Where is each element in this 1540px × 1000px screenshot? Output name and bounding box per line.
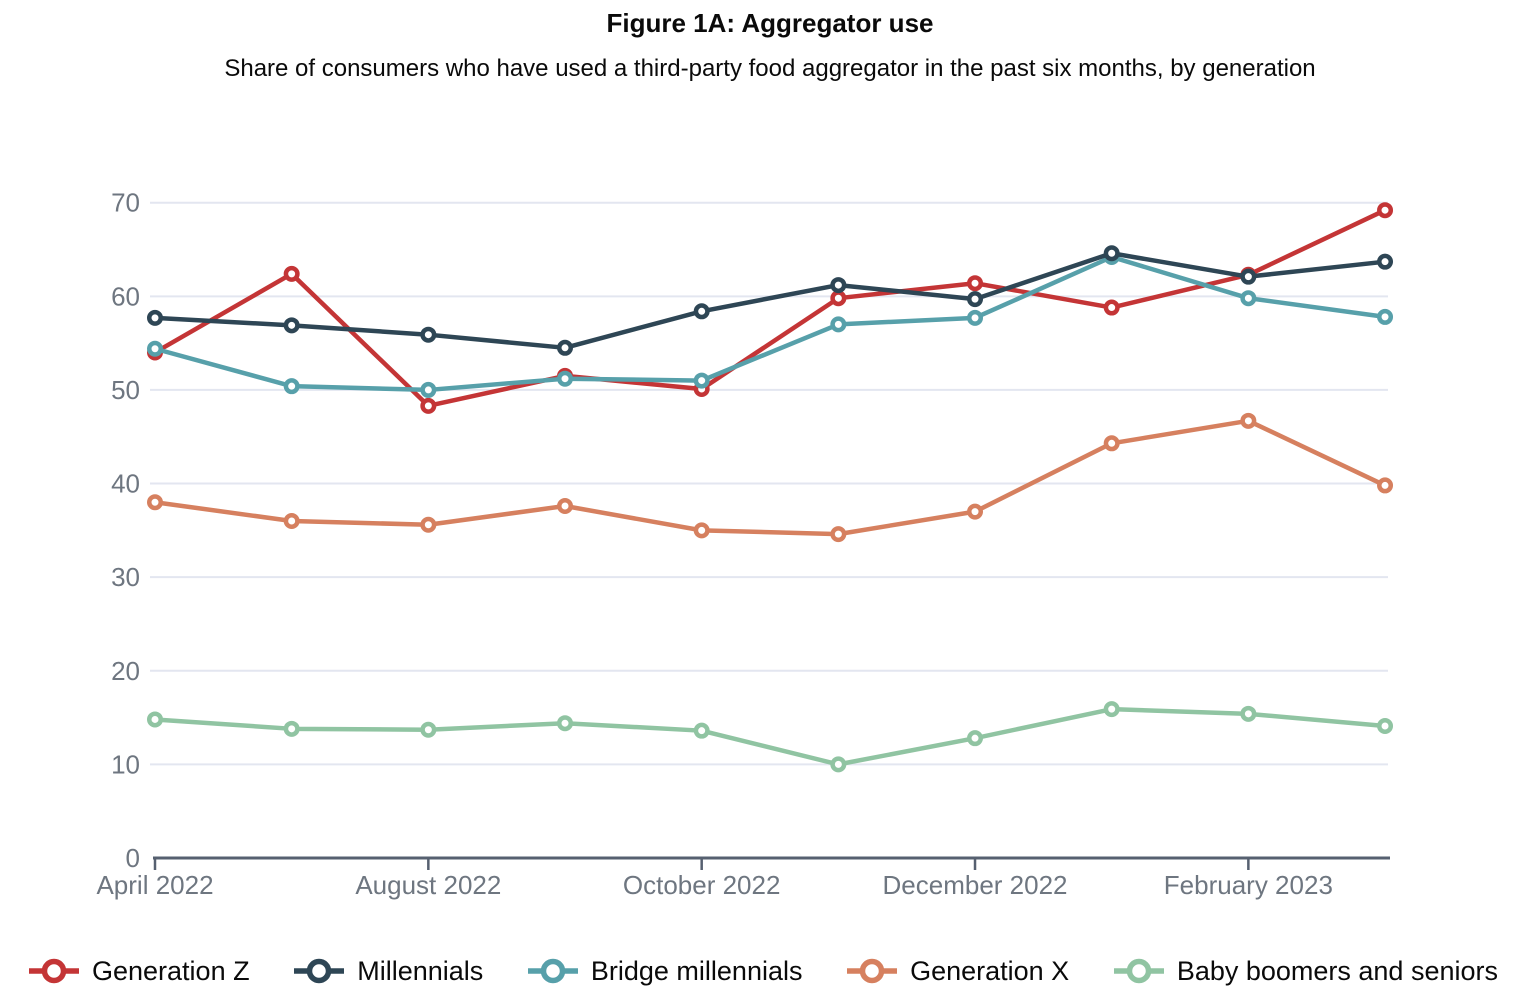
aggregator-line-chart: 0 10 20 30 40 50 60 70 April 2022 August 2022 Octo… [96,188,1394,900]
series-line-millennials [152,251,1388,351]
point-generation-z-7 [1103,299,1120,316]
point-generation-x-6 [967,503,984,520]
y-tick-label-30: 30 [111,562,140,592]
legend-item-generation-z: Generation Z [28,956,250,987]
point-baby-boomers-and-seniors-8 [1240,705,1257,722]
series-generation-z [147,202,1394,414]
point-millennials-3 [557,339,574,356]
point-generation-z-6 [967,275,984,292]
point-baby-boomers-and-seniors-6 [967,730,984,747]
point-millennials-5 [830,277,847,294]
x-tick-label-august-2022: August 2022 [355,870,501,900]
legend-marker-millennials-icon [294,958,345,984]
point-millennials-4 [693,303,710,320]
point-baby-boomers-and-seniors-7 [1103,701,1120,718]
figure-subtitle: Share of consumers who have used a third… [224,55,1316,82]
legend-marker-generation-z-icon [29,958,79,984]
point-millennials-8 [1240,268,1257,285]
point-bridge-millennials-3 [557,370,574,387]
y-tick-label-40: 40 [111,469,140,499]
legend-marker-baby-boomers-and-seniors-icon [1113,958,1164,984]
series-line-generation-z [152,207,1388,409]
series-baby-boomers-and-seniors [147,701,1394,773]
series-line-generation-x [152,418,1388,537]
point-generation-x-4 [693,522,710,539]
point-bridge-millennials-1 [283,378,300,395]
x-tick-label-october-2022: October 2022 [623,870,781,900]
legend-label-baby-boomers-and-seniors: Baby boomers and seniors [1176,955,1498,986]
point-bridge-millennials-9 [1377,308,1394,325]
point-generation-x-2 [420,516,437,533]
point-generation-x-3 [557,498,574,515]
point-baby-boomers-and-seniors-1 [283,720,300,737]
point-generation-x-7 [1103,435,1120,452]
point-bridge-millennials-4 [693,372,710,389]
legend-item-generation-x: Generation X [846,956,1069,987]
point-baby-boomers-and-seniors-4 [693,722,710,739]
point-generation-z-9 [1377,202,1394,219]
point-generation-z-2 [420,397,437,414]
y-tick-label-70: 70 [111,188,140,218]
point-generation-x-8 [1240,412,1257,429]
legend-label-generation-x: Generation X [910,955,1070,986]
series-bridge-millennials [147,248,1394,398]
point-millennials-1 [283,317,300,334]
point-generation-x-5 [830,526,847,543]
point-millennials-0 [147,309,163,326]
y-tick-label-60: 60 [111,281,140,311]
point-baby-boomers-and-seniors-5 [830,756,847,773]
point-generation-z-1 [283,265,300,282]
point-baby-boomers-and-seniors-9 [1377,718,1394,735]
point-baby-boomers-and-seniors-0 [147,711,163,728]
point-millennials-7 [1103,245,1120,262]
point-generation-x-1 [283,512,300,529]
x-tick-label-december-2022: December 2022 [883,870,1068,900]
legend-marker-bridge-millennials-icon [527,958,578,984]
series-generation-x [147,412,1394,543]
point-baby-boomers-and-seniors-2 [420,721,437,738]
legend-item-millennials: Millennials [293,956,483,987]
y-tick-label-50: 50 [111,375,140,405]
y-tick-label-20: 20 [111,656,140,686]
y-tick-label-0: 0 [126,843,140,873]
point-generation-z-5 [830,290,847,307]
legend-marker-generation-x-icon [847,958,898,984]
point-bridge-millennials-0 [147,340,163,357]
point-bridge-millennials-6 [967,309,984,326]
y-tick-label-10: 10 [111,749,140,779]
x-tick-label-february-2023: February 2023 [1164,870,1333,900]
legend-item-bridge-millennials: Bridge millennials [527,955,803,987]
point-bridge-millennials-8 [1240,290,1257,307]
chart-legend: Generation Z Millennials Bridge millennial… [0,946,1540,996]
point-millennials-9 [1377,253,1394,270]
series-line-baby-boomers-and-seniors [152,706,1388,767]
point-baby-boomers-and-seniors-3 [557,715,574,732]
point-generation-x-0 [147,494,163,511]
series-line-bridge-millennials [152,254,1388,393]
point-millennials-6 [967,291,984,308]
point-bridge-millennials-2 [420,381,437,398]
series-millennials [147,245,1394,356]
point-bridge-millennials-5 [830,316,847,333]
legend-label-generation-z: Generation Z [92,955,250,986]
legend-label-bridge-millennials: Bridge millennials [590,955,803,986]
legend-label-millennials: Millennials [357,955,484,986]
point-generation-x-9 [1377,477,1394,494]
x-tick-label-april-2022: April 2022 [96,870,213,900]
legend-item-baby-boomers-and-seniors: Baby boomers and seniors [1113,956,1498,987]
point-millennials-2 [420,326,437,343]
figure-title: Figure 1A: Aggregator use [606,8,934,38]
